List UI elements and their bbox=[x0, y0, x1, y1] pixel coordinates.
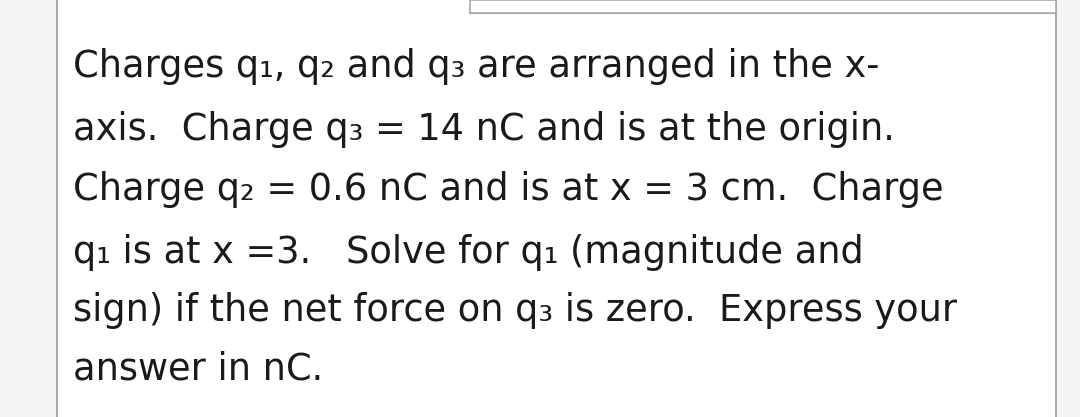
Text: q₁ is at x =3.   Solve for q₁ (magnitude and: q₁ is at x =3. Solve for q₁ (magnitude a… bbox=[73, 234, 864, 271]
Bar bbox=[470, 0, 1056, 13]
Text: sign) if the net force on q₃ is zero.  Express your: sign) if the net force on q₃ is zero. Ex… bbox=[73, 292, 958, 329]
Text: answer in nC.: answer in nC. bbox=[73, 351, 324, 387]
Text: axis.  Charge q₃ = 14 nC and is at the origin.: axis. Charge q₃ = 14 nC and is at the or… bbox=[73, 111, 895, 148]
Text: Charges q₁, q₂ and q₃ are arranged in the x-: Charges q₁, q₂ and q₃ are arranged in th… bbox=[73, 48, 880, 85]
Text: Charge q₂ = 0.6 nC and is at x = 3 cm.  Charge: Charge q₂ = 0.6 nC and is at x = 3 cm. C… bbox=[73, 171, 944, 208]
